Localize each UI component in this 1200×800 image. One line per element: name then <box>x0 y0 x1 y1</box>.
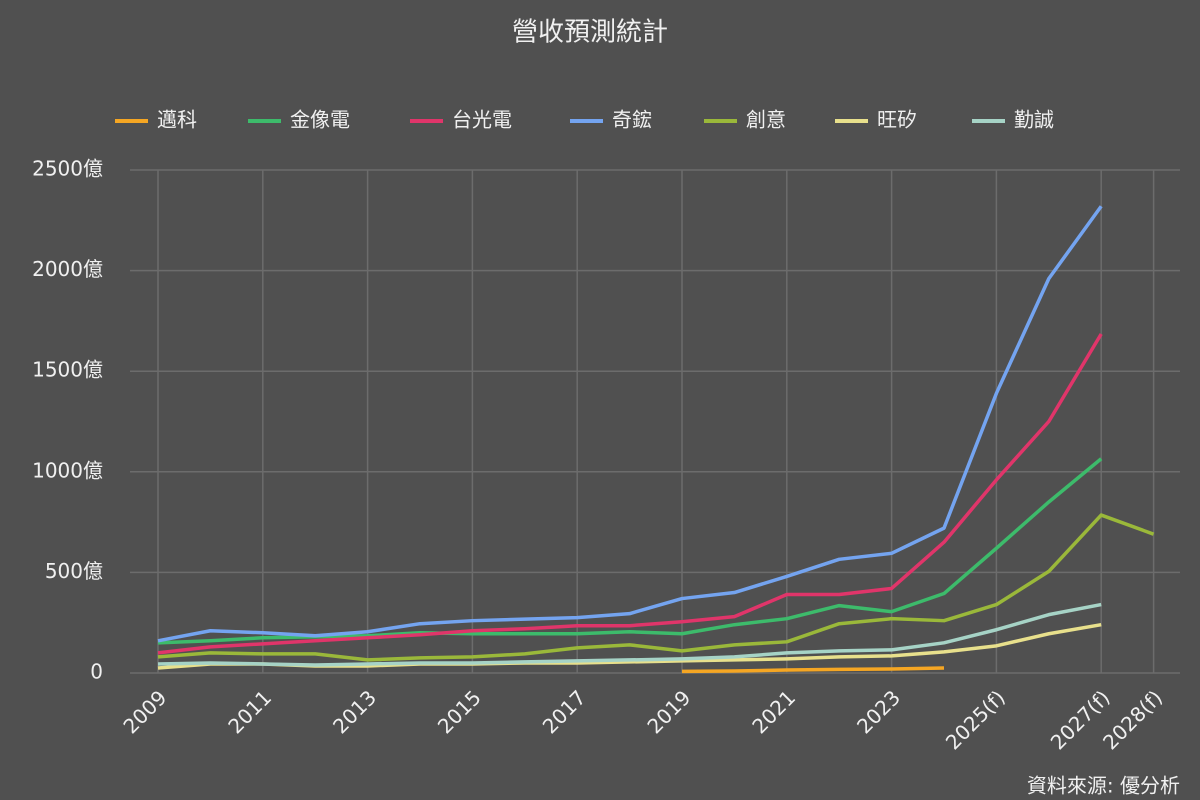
series-line <box>157 205 1103 643</box>
x-tick-label: 2023 <box>852 685 905 738</box>
y-tick-label: 0 <box>90 660 103 684</box>
legend-label: 邁科 <box>157 108 197 132</box>
y-tick-label: 1500億 <box>32 358 103 382</box>
x-tick-label: 2021 <box>747 685 800 738</box>
legend-label: 旺矽 <box>877 108 917 132</box>
source-note: 資料來源: 優分析 <box>1027 774 1180 798</box>
y-tick-label: 1000億 <box>32 458 103 482</box>
x-tick-label: 2028(f) <box>1098 685 1167 754</box>
legend-label: 奇鋐 <box>612 108 652 132</box>
legend-label: 台光電 <box>452 108 512 132</box>
chart-title: 營收預測統計 <box>512 18 668 48</box>
x-tick-label: 2017 <box>538 685 591 738</box>
series-line <box>681 666 945 674</box>
x-tick-label: 2009 <box>118 685 171 738</box>
series-line <box>157 333 1103 655</box>
series-line <box>157 513 1155 662</box>
x-tick-label: 2025(f) <box>941 685 1010 754</box>
legend-label: 創意 <box>746 108 786 132</box>
y-tick-label: 2500億 <box>32 157 103 181</box>
x-tick-label: 2019 <box>642 685 695 738</box>
x-tick-label: 2013 <box>328 685 381 738</box>
y-tick-label: 2000億 <box>32 257 103 281</box>
series-line <box>157 602 1102 667</box>
y-tick-label: 500億 <box>45 559 103 583</box>
x-tick-label: 2015 <box>433 685 486 738</box>
legend-label: 金像電 <box>290 108 350 132</box>
x-tick-label: 2011 <box>223 685 276 738</box>
legend-label: 勤誠 <box>1014 108 1054 132</box>
